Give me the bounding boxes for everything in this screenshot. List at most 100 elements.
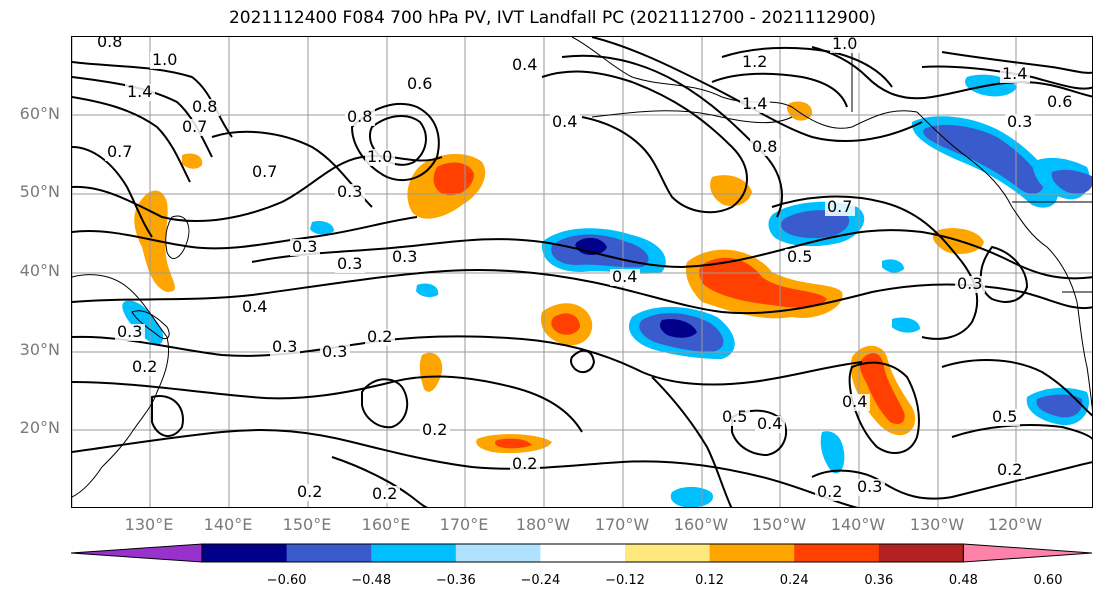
neg-anomaly-patch [892, 317, 920, 333]
neg-anomaly-patch [1051, 169, 1092, 194]
contour-label-bg [270, 339, 300, 356]
pv-contour [979, 245, 1029, 303]
lon-label: 180°W [515, 515, 571, 534]
contour-value-label: 0.4 [612, 267, 637, 286]
pv-contour [151, 395, 184, 437]
pv-contour [561, 54, 783, 218]
pv-contour [941, 51, 1092, 74]
contour-value-label: 0.8 [752, 137, 777, 156]
contour-label-bg [365, 329, 395, 346]
pos-anomaly-core [699, 257, 827, 308]
contour-value-label: 0.3 [392, 247, 417, 266]
map-svg: 0.81.01.40.80.70.70.71.00.80.60.30.40.41… [72, 37, 1092, 507]
contour-value-label: 0.3 [272, 337, 297, 356]
contour-label-bg [995, 462, 1025, 479]
pv-contour [72, 375, 583, 433]
contour-value-label: 0.5 [992, 407, 1017, 426]
coastlines [72, 37, 1092, 498]
pv-contour [541, 70, 748, 214]
contour-label-bg [750, 139, 780, 156]
colorbar-extend-left [71, 543, 203, 563]
contour-value-label: 0.3 [1007, 112, 1032, 131]
neg-anomaly-patch [310, 221, 334, 235]
contour-label-bg [405, 76, 435, 93]
contour-label-bg [990, 409, 1020, 426]
contour-label-bg [1005, 114, 1035, 131]
lon-label: 160°W [673, 515, 729, 534]
pos-anomaly-core [551, 313, 580, 335]
lat-label-20n: 20°N [19, 418, 60, 437]
pos-anomaly-patch [787, 101, 813, 121]
contour-value-label: 0.2 [817, 482, 842, 501]
colorbar-tick-label: −0.36 [435, 573, 476, 588]
coastline-north-america [916, 111, 1092, 411]
pos-anomaly-patch [182, 153, 203, 169]
lon-label: 140°E [203, 515, 253, 534]
colorbar-swatch [286, 544, 372, 562]
contour-value-label: 0.4 [757, 414, 782, 433]
contour-value-label: 0.4 [512, 55, 537, 74]
lat-label-40n: 40°N [19, 261, 60, 280]
contour-label-bg [815, 484, 845, 501]
contour-value-label: 0.3 [292, 237, 317, 256]
contour-label-bg [825, 199, 855, 216]
pv-contour [72, 429, 859, 507]
contour-value-label: 0.5 [722, 407, 747, 426]
colorbar-swatch [202, 544, 288, 562]
colorbar [71, 543, 1093, 563]
colorbar-tick-label: 0.36 [864, 573, 894, 588]
contour-value-label: 0.2 [997, 460, 1022, 479]
contour-value-label: 0.8 [97, 37, 122, 51]
contour-label-bg [740, 96, 770, 113]
contour-label-bg [610, 269, 640, 286]
lat-label-50n: 50°N [19, 182, 60, 201]
contour-label-bg [740, 54, 770, 71]
contour-value-label: 0.2 [422, 420, 447, 439]
neg-anomaly-patch [882, 259, 904, 273]
contour-value-label: 0.7 [107, 142, 132, 161]
contour-value-label: 0.7 [182, 117, 207, 136]
neg-anomaly-patch [1036, 394, 1083, 418]
contour-value-label: 0.3 [322, 342, 347, 361]
colorbar-swatch [371, 544, 457, 562]
contour-label-bg [130, 359, 160, 376]
contour-label-bg [550, 114, 580, 131]
contour-label-bg [830, 37, 860, 53]
colorbar-swatch [709, 544, 795, 562]
contour-value-label: 0.6 [407, 74, 432, 93]
pv-contour [711, 72, 848, 108]
contour-value-label: 0.4 [842, 392, 867, 411]
contour-label-bg [510, 456, 540, 473]
contour-value-label: 0.6 [1047, 92, 1072, 111]
colorbar-swatch [878, 544, 964, 562]
contour-value-label: 0.4 [242, 297, 267, 316]
colorbar-swatch [455, 544, 541, 562]
contour-value-label: 1.0 [832, 37, 857, 53]
colorbar-swatch [540, 544, 626, 562]
contour-label-bg [510, 57, 540, 74]
contour-label-bg [290, 239, 320, 256]
contour-label-bg [105, 144, 135, 161]
contour-label-bg [335, 184, 365, 201]
contour-value-label: 0.8 [192, 97, 217, 116]
pv-contour [331, 456, 428, 507]
pv-contour [72, 269, 1092, 315]
contour-value-label: 0.7 [827, 197, 852, 216]
colorbar-tick-label: −0.24 [520, 573, 561, 588]
contour-label-bg [190, 99, 220, 116]
pv-contour [848, 361, 920, 454]
colorbar-swatch [625, 544, 711, 562]
colorbar-tick-label: −0.60 [266, 573, 307, 588]
colorbar-tick-label: 0.12 [695, 573, 725, 588]
contour-value-label: 0.3 [857, 477, 882, 496]
pv-contour [951, 424, 1092, 440]
pv-contour [811, 46, 1092, 100]
contour-label-bg [1000, 66, 1030, 83]
contour-label-bg [390, 249, 420, 266]
pv-contour [771, 195, 979, 340]
colorbar-extend-right [962, 543, 1093, 563]
contour-label-bg [785, 249, 815, 266]
contour-label-bg [180, 119, 210, 136]
contour-label-bg [755, 416, 785, 433]
contour-label-bg [345, 109, 375, 126]
